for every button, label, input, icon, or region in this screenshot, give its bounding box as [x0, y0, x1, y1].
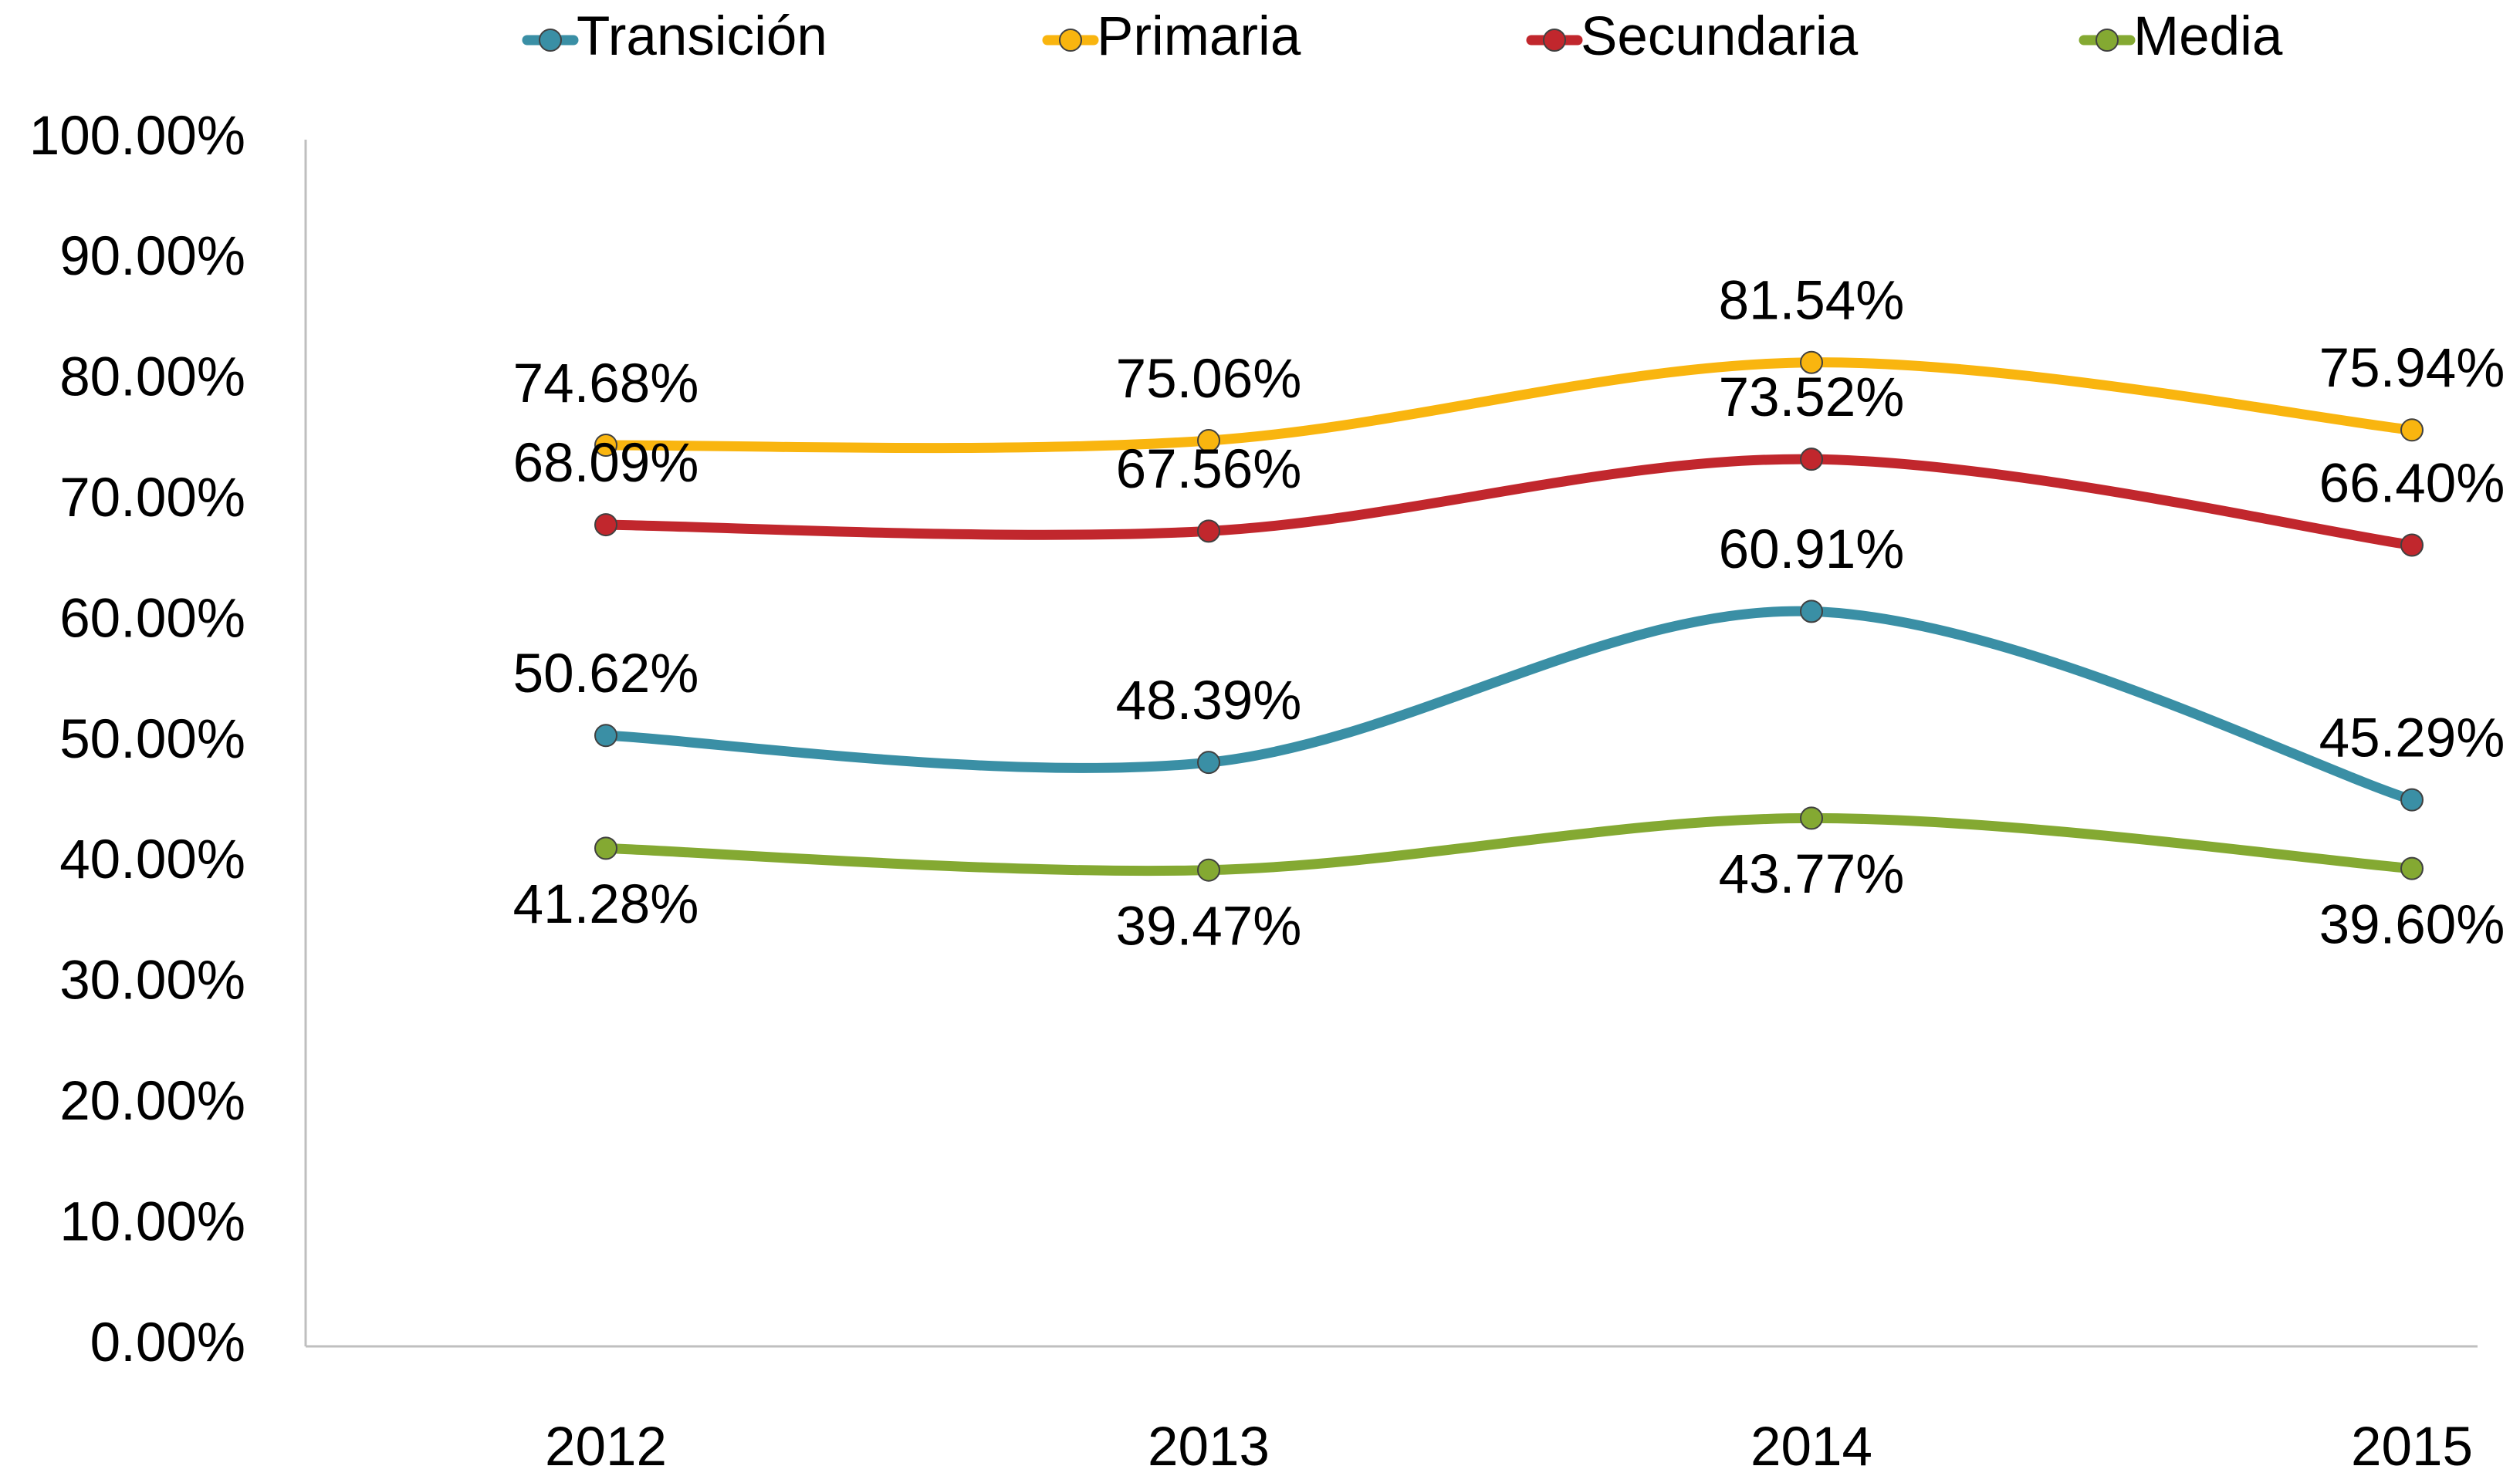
legend-label: Primaria	[1097, 6, 1301, 67]
marker	[594, 836, 617, 860]
marker	[1800, 600, 1823, 623]
marker	[1197, 858, 1220, 882]
data-label: 50.62%	[513, 643, 699, 704]
series-line	[600, 606, 2417, 806]
marker	[594, 724, 617, 748]
marker	[1800, 350, 1823, 374]
x-tick-label: 2015	[2351, 1417, 2473, 1476]
legend-marker	[539, 29, 562, 52]
data-label: 48.39%	[1116, 670, 1302, 731]
legend-label: Transición	[577, 6, 827, 67]
marker	[2400, 418, 2424, 442]
y-tick-label: 0.00%	[90, 1312, 245, 1373]
legend-label: Media	[2133, 6, 2283, 67]
series-line	[600, 454, 2417, 551]
data-label: 74.68%	[513, 353, 699, 414]
x-tick-label: 2013	[1148, 1417, 1270, 1476]
y-tick-label: 90.00%	[59, 226, 245, 287]
legend-label: Secundaria	[1581, 6, 1859, 67]
legend-marker	[2095, 29, 2119, 52]
marker	[1197, 751, 1220, 775]
y-tick-label: 100.00%	[29, 106, 245, 167]
data-label: 41.28%	[513, 874, 699, 935]
marker	[594, 434, 617, 458]
y-tick-label: 70.00%	[59, 468, 245, 529]
data-label: 73.52%	[1719, 367, 1905, 428]
y-tick-label: 10.00%	[59, 1191, 245, 1252]
y-tick-label: 50.00%	[59, 709, 245, 770]
marker	[2400, 533, 2424, 557]
legend-marker	[1059, 29, 1082, 52]
y-tick-label: 30.00%	[59, 951, 245, 1012]
data-label: 39.47%	[1116, 896, 1302, 957]
marker	[594, 513, 617, 537]
marker	[1800, 448, 1823, 471]
data-label: 60.91%	[1719, 519, 1905, 580]
x-tick-label: 2014	[1750, 1417, 1872, 1476]
series-line	[600, 357, 2417, 454]
data-label: 75.06%	[1116, 349, 1302, 410]
data-label: 68.09%	[513, 433, 699, 494]
marker	[1800, 806, 1823, 830]
data-label: 45.29%	[2319, 708, 2505, 768]
marker	[1197, 429, 1220, 453]
y-tick-label: 60.00%	[59, 588, 245, 649]
data-label: 43.77%	[1719, 844, 1905, 905]
x-tick-label: 2012	[545, 1417, 667, 1476]
y-tick-label: 40.00%	[59, 829, 245, 890]
data-label: 81.54%	[1719, 270, 1905, 331]
marker	[2400, 856, 2424, 880]
y-tick-label: 20.00%	[59, 1071, 245, 1132]
data-label: 67.56%	[1116, 439, 1302, 500]
y-tick-label: 80.00%	[59, 347, 245, 408]
marker	[2400, 788, 2424, 812]
data-label: 75.94%	[2319, 338, 2505, 399]
data-label: 39.60%	[2319, 894, 2505, 955]
series-line	[600, 812, 2417, 876]
legend-marker	[1543, 29, 1566, 52]
data-label: 66.40%	[2319, 453, 2505, 514]
marker	[1197, 519, 1220, 543]
